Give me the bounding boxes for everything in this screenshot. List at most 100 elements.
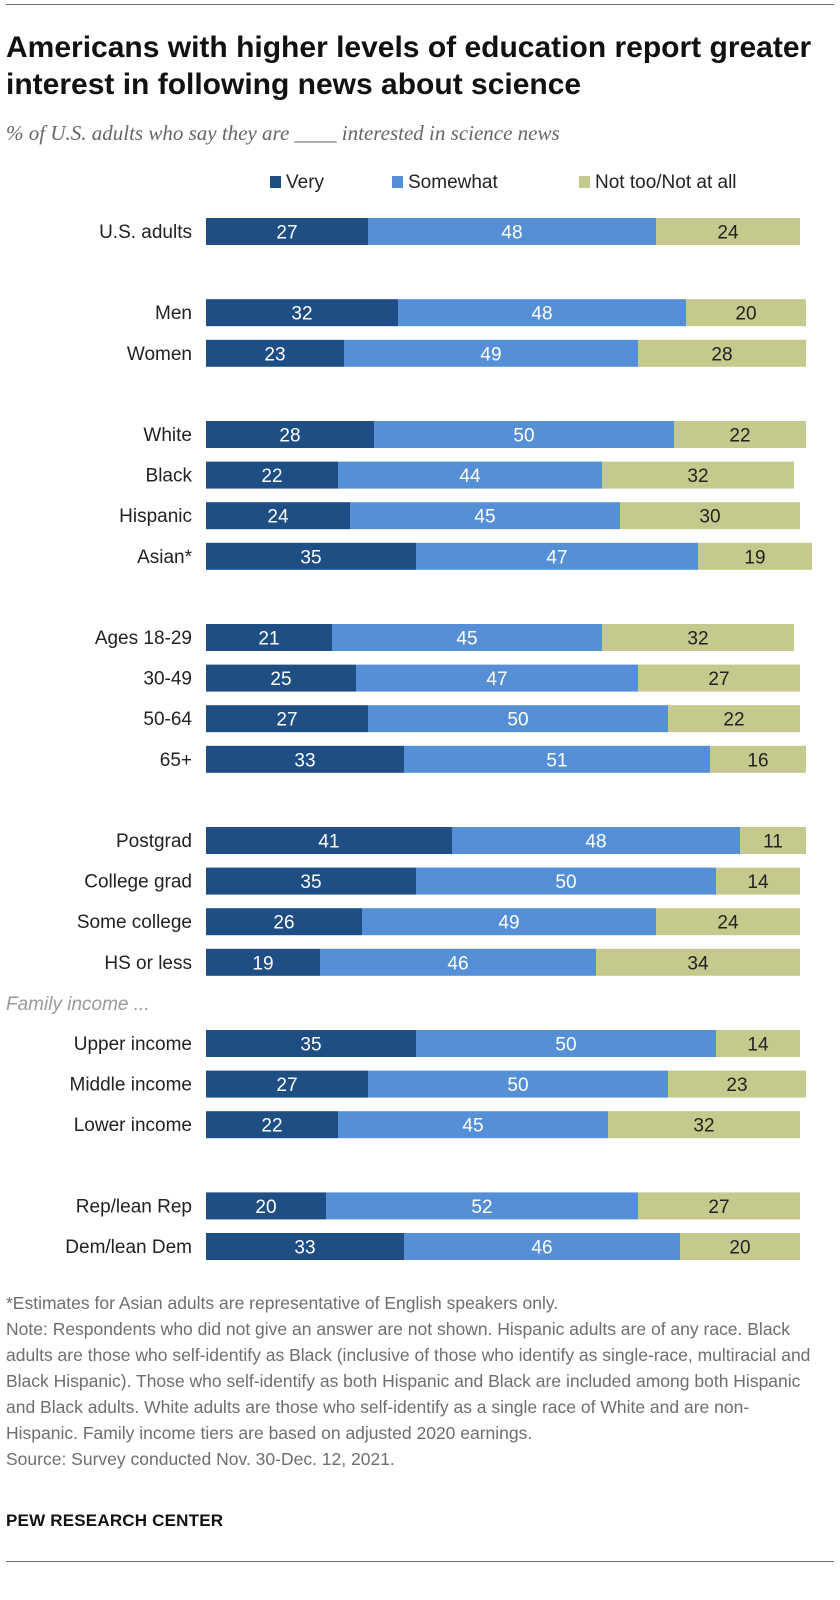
data-label-not_too: 20	[735, 304, 756, 325]
stacked-bar-chart: Very Somewhat Not too/Not at all U.S. adult…	[6, 172, 812, 1260]
bar-segment-very	[206, 421, 374, 448]
legend-swatch-somewhat	[392, 176, 403, 188]
data-label-somewhat: 50	[513, 426, 534, 447]
bar-segment-very	[206, 908, 362, 936]
bar-segment-very	[206, 542, 416, 570]
data-label-very: 22	[261, 1116, 282, 1137]
data-label-not_too: 11	[763, 832, 783, 853]
data-label-not_too: 19	[744, 547, 765, 568]
data-label-very: 35	[300, 547, 321, 568]
footnote-asterisk: *Estimates for Asian adults are represen…	[6, 1293, 559, 1313]
legend-label-not_too: Not too/Not at all	[595, 172, 737, 193]
bar-segment-very	[206, 827, 452, 854]
data-label-very: 28	[279, 426, 300, 447]
data-label-not_too: 20	[729, 1238, 750, 1259]
data-label-not_too: 28	[711, 344, 732, 365]
group-heading: Family income ...	[6, 994, 150, 1015]
bar-segment-not_too	[710, 745, 806, 773]
bar-segment-somewhat	[416, 867, 716, 895]
bar-segment-very	[206, 1111, 338, 1139]
bar-segment-very	[206, 339, 344, 367]
bar-segment-very	[206, 745, 404, 773]
bar-segment-not_too	[620, 502, 800, 530]
bar-segment-somewhat	[452, 827, 740, 854]
bar-segment-very	[206, 1030, 416, 1057]
data-label-somewhat: 50	[555, 872, 576, 893]
bar-segment-somewhat	[356, 664, 638, 692]
data-label-not_too: 30	[699, 507, 720, 528]
row-label: Dem/lean Dem	[65, 1237, 192, 1258]
data-label-very: 33	[294, 750, 315, 771]
data-label-somewhat: 47	[486, 669, 507, 690]
top-rule	[6, 4, 834, 5]
bar-segment-not_too	[596, 948, 800, 976]
bar-segment-not_too	[638, 339, 806, 367]
data-label-not_too: 22	[729, 426, 750, 447]
data-label-not_too: 32	[693, 1116, 714, 1137]
row-label: Women	[127, 344, 192, 365]
data-label-very: 27	[276, 710, 297, 731]
footnote-source: Source: Survey conducted Nov. 30-Dec. 12…	[6, 1449, 395, 1469]
bar-segment-very	[206, 502, 350, 530]
data-label-somewhat: 48	[585, 832, 606, 853]
bar-segment-not_too	[638, 664, 800, 692]
chart-subtitle: % of U.S. adults who say they are ____ i…	[6, 121, 560, 145]
data-label-somewhat: 50	[507, 1075, 528, 1096]
data-label-somewhat: 46	[447, 953, 468, 974]
data-label-very: 32	[291, 304, 312, 325]
bar-segment-somewhat	[362, 908, 656, 936]
bar-segment-not_too	[668, 705, 800, 733]
data-label-very: 21	[258, 629, 279, 650]
data-label-somewhat: 49	[498, 913, 519, 934]
bar-segment-very	[206, 948, 320, 976]
bar-segment-not_too	[668, 1070, 806, 1098]
row-label: Some college	[77, 912, 192, 933]
data-label-somewhat: 45	[462, 1116, 483, 1137]
data-label-not_too: 32	[687, 466, 708, 487]
bar-segment-not_too	[638, 1192, 800, 1220]
data-label-not_too: 14	[747, 872, 769, 893]
bar-segment-somewhat	[404, 1233, 680, 1260]
data-label-very: 35	[300, 1035, 321, 1056]
row-label: Asian*	[137, 547, 193, 568]
data-label-not_too: 16	[747, 750, 768, 771]
data-label-not_too: 27	[708, 1197, 729, 1218]
row-label: 65+	[160, 750, 192, 771]
bar-segment-not_too	[608, 1111, 800, 1139]
bar-segment-very	[206, 1070, 368, 1098]
row-label: Rep/lean Rep	[76, 1196, 192, 1217]
data-label-not_too: 23	[726, 1075, 747, 1096]
bar-segment-not_too	[602, 461, 794, 489]
data-label-somewhat: 48	[531, 304, 552, 325]
bar-segment-not_too	[716, 1030, 800, 1057]
row-label: Black	[146, 466, 193, 487]
row-label: White	[143, 425, 192, 446]
bar-segment-somewhat	[398, 299, 686, 327]
data-label-somewhat: 50	[555, 1035, 576, 1056]
data-label-somewhat: 44	[459, 466, 481, 487]
data-label-very: 22	[261, 466, 282, 487]
row-label: Hispanic	[119, 506, 192, 527]
brand-logo-text: PEW RESEARCH CENTER	[6, 1511, 224, 1530]
bar-segment-somewhat	[344, 339, 638, 367]
bar-segment-somewhat	[416, 1030, 716, 1057]
bar-segment-very	[206, 705, 368, 733]
bar-segment-not_too	[740, 827, 806, 854]
bar-segment-somewhat	[416, 542, 698, 570]
row-label: 50-64	[143, 709, 192, 730]
bar-segment-very	[206, 867, 416, 895]
data-label-very: 23	[264, 344, 285, 365]
bar-segment-somewhat	[404, 745, 710, 773]
bar-segment-not_too	[656, 908, 800, 936]
data-label-very: 25	[270, 669, 291, 690]
bar-segment-somewhat	[368, 1070, 668, 1098]
row-label: College grad	[84, 872, 192, 893]
data-label-somewhat: 49	[480, 344, 501, 365]
bar-segment-not_too	[698, 542, 812, 570]
data-label-not_too: 32	[687, 629, 708, 650]
data-label-not_too: 27	[708, 669, 729, 690]
bar-segment-somewhat	[338, 1111, 608, 1139]
data-label-not_too: 24	[717, 223, 739, 244]
data-label-very: 26	[273, 913, 294, 934]
bar-segment-somewhat	[338, 461, 602, 489]
